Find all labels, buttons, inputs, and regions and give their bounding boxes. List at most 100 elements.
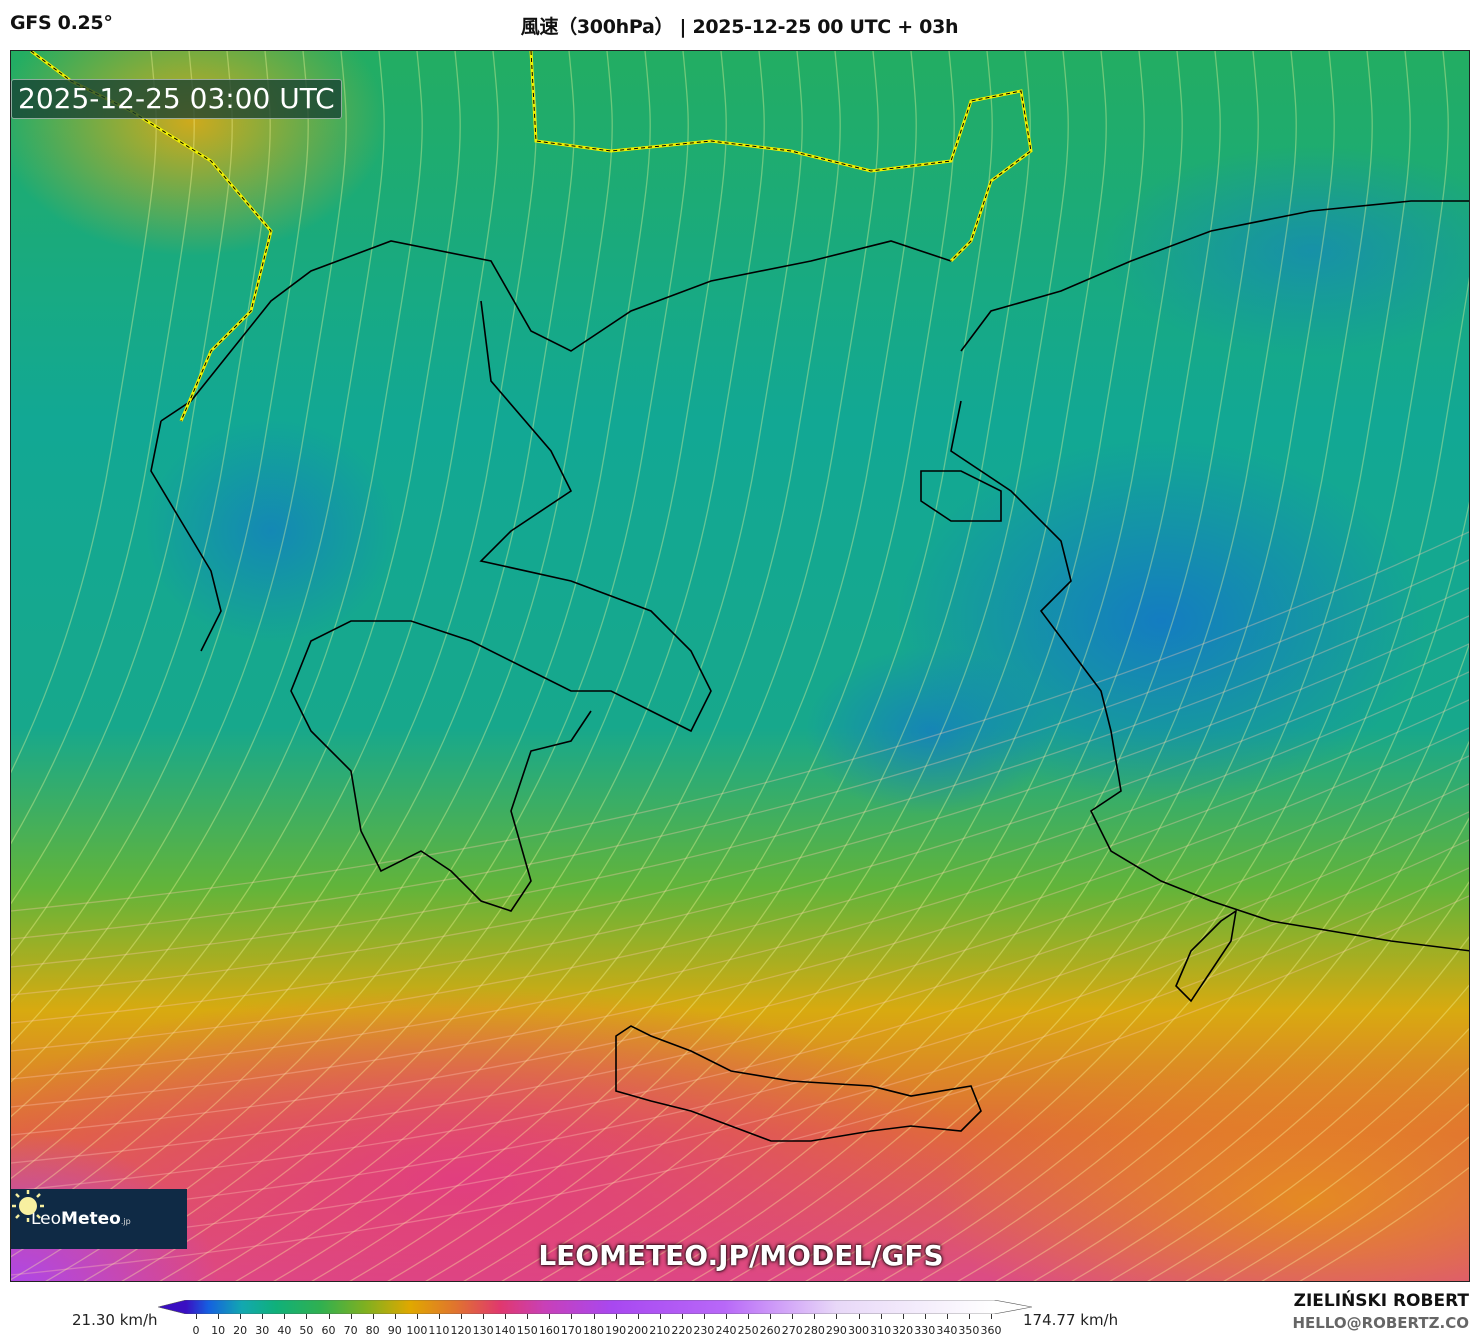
coastlines (150, 200, 1469, 1142)
colorbar-tick-mark (350, 1314, 352, 1319)
streamline (11, 643, 1469, 1024)
streamline (197, 51, 841, 1281)
colorbar-tick-mark (306, 1314, 308, 1319)
colorbar-tick-label: 270 (781, 1324, 803, 1337)
colorbar-tick-mark (571, 1314, 573, 1319)
streamline (11, 895, 1469, 1276)
colorbar-tick-mark (681, 1314, 683, 1319)
streamline (501, 51, 1145, 1281)
colorbar-tick-label: 310 (870, 1324, 892, 1337)
colorbar-tick-label: 300 (848, 1324, 869, 1337)
colorbar-tick-label: 70 (343, 1324, 358, 1337)
colorbar-tick-mark (218, 1314, 220, 1319)
streamline (83, 51, 727, 1281)
colorbar-tick-mark (593, 1314, 595, 1319)
streamline (11, 51, 195, 845)
colorbar-tick-mark (483, 1314, 485, 1319)
coastline-crete (615, 1025, 982, 1142)
colorbar-tick-mark (770, 1314, 772, 1319)
colorbar-tick-mark (792, 1314, 794, 1319)
streamline (11, 51, 575, 1233)
map-overlay (11, 51, 1469, 1281)
valid-time-label: 2025-12-25 03:00 UTC (11, 79, 342, 119)
colorbar-tick-label: 130 (472, 1324, 494, 1337)
streamline (691, 51, 1335, 1281)
colorbar-tick-mark (902, 1314, 904, 1319)
streamline (11, 51, 651, 1281)
colorbar-tick-label: 60 (321, 1324, 336, 1337)
colorbar-tick-label: 120 (450, 1324, 472, 1337)
colorbar-tick-label: 250 (737, 1324, 759, 1337)
colorbar-tick-label: 10 (211, 1324, 226, 1337)
colorbar-tick-mark (372, 1314, 374, 1319)
streamline (11, 51, 613, 1258)
streamline (615, 51, 1259, 1281)
streamline (273, 51, 917, 1281)
colorbar-tick-label: 30 (255, 1324, 270, 1337)
leometeo-logo[interactable]: LeoMeteo.jp (11, 1189, 187, 1249)
colorbar-tick-mark (549, 1314, 551, 1319)
colorbar-tick-label: 170 (560, 1324, 582, 1337)
streamline (577, 51, 1221, 1281)
streamline (349, 51, 993, 1281)
colorbar-tick-mark (726, 1314, 727, 1319)
colorbar-tick-label: 230 (693, 1324, 715, 1337)
streamline (919, 642, 1469, 1281)
colorbar-tick-mark (394, 1314, 396, 1319)
colorbar-tick-label: 90 (387, 1324, 402, 1337)
colorbar-tick-label: 110 (428, 1324, 450, 1337)
streamline (11, 811, 1469, 1192)
colorbar-tick-label: 260 (759, 1324, 781, 1337)
colorbar-tick-label: 100 (406, 1324, 428, 1337)
colorbar-tick-mark (968, 1314, 970, 1319)
colorbar-tick-mark (284, 1314, 286, 1319)
streamline (995, 817, 1469, 1281)
streamline (767, 51, 1411, 1281)
streamline (729, 51, 1373, 1281)
streamline (425, 51, 1069, 1281)
colorbar-tick-mark (262, 1314, 264, 1319)
wind-speed-map[interactable]: 2025-12-25 03:00 UTC LeoMeteo.jp LEOMETE… (10, 50, 1470, 1282)
colorbar-tick-mark (527, 1314, 529, 1319)
streamline (311, 51, 955, 1281)
colorbar-tick-mark (505, 1314, 507, 1319)
streamline (1299, 1166, 1469, 1281)
streamline (1033, 880, 1469, 1281)
colorbar-tick-label: 210 (649, 1324, 671, 1337)
colorbar-tick-label: 0 (192, 1324, 200, 1337)
streamline (1147, 1027, 1469, 1281)
streamline (11, 867, 1469, 1248)
colorbar-tick-mark (924, 1314, 926, 1319)
coastline-lesbos (920, 470, 1002, 522)
colorbar-tick-mark (659, 1314, 661, 1319)
colorbar-tick-label: 290 (825, 1324, 847, 1337)
coastline-turkey (950, 200, 1469, 952)
streamline (45, 51, 689, 1281)
streamline (11, 51, 499, 1180)
colorbar-tick-mark (328, 1314, 330, 1319)
streamline (539, 51, 1183, 1281)
colorbar-tick-mark (703, 1314, 705, 1319)
colorbar-tick-label: 180 (583, 1324, 604, 1337)
colorbar-tick-label: 150 (516, 1324, 538, 1337)
streamline (11, 51, 233, 905)
chart-title: 風速（300hPa） | 2025-12-25 00 UTC + 03h (520, 16, 959, 38)
colorbar-tick-label: 320 (892, 1324, 914, 1337)
streamline (11, 51, 347, 1045)
logo-text: LeoMeteo.jp (31, 1209, 131, 1229)
streamline (11, 51, 537, 1207)
streamline (235, 51, 879, 1281)
colorbar-tick-mark (880, 1314, 882, 1319)
colorbar-tick-label: 190 (605, 1324, 627, 1337)
colorbar-tick-label: 340 (936, 1324, 958, 1337)
logo-bold: Meteo (61, 1209, 121, 1229)
streamline (1185, 1067, 1469, 1281)
streamline (1109, 984, 1469, 1281)
colorbar-tick-label: 200 (627, 1324, 649, 1337)
streamline (805, 51, 1449, 1281)
colorbar-tick-label: 360 (980, 1324, 1002, 1337)
streamline (11, 783, 1469, 1164)
sun-icon (12, 1190, 44, 1222)
streamline (11, 531, 1469, 912)
border-line (30, 51, 1032, 422)
